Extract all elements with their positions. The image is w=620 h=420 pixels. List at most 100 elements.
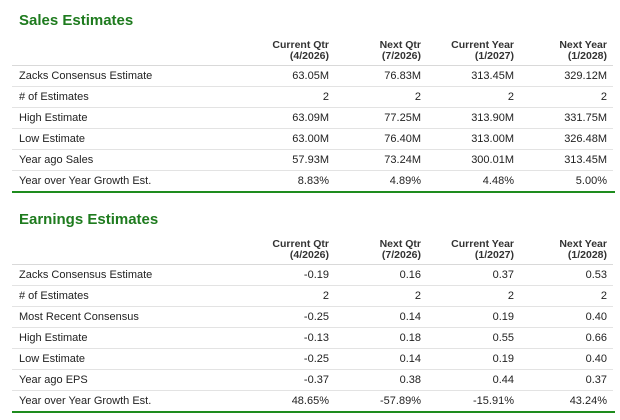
cell-current-qtr: 63.09M [247, 107, 335, 129]
row-label: Zacks Consensus Estimate [12, 264, 247, 286]
cell-next-year: 5.00% [520, 170, 613, 191]
earnings-header-current-qtr: Current Qtr (4/2026) [247, 231, 335, 265]
cell-next-qtr: 2 [335, 285, 427, 307]
earnings-estimates-title: Earnings Estimates [19, 211, 159, 228]
row-label: Year ago Sales [12, 149, 247, 171]
row-label: # of Estimates [12, 285, 247, 307]
row-label: High Estimate [12, 327, 247, 349]
cell-current-qtr: 2 [247, 86, 335, 108]
cell-current-year: 2 [427, 285, 520, 307]
cell-next-year: 329.12M [520, 65, 613, 87]
sales-estimates-table: Current Qtr (4/2026) Next Qtr (7/2026) C… [12, 32, 613, 191]
cell-current-year: 4.48% [427, 170, 520, 191]
table-row: Year over Year Growth Est. 48.65% -57.89… [12, 390, 613, 411]
row-label: Year over Year Growth Est. [12, 170, 247, 191]
table-row: Year over Year Growth Est. 8.83% 4.89% 4… [12, 170, 613, 191]
row-label: # of Estimates [12, 86, 247, 108]
cell-current-year: 0.55 [427, 327, 520, 349]
header-line1: Current Year [451, 238, 514, 250]
table-row: Low Estimate 63.00M 76.40M 313.00M 326.4… [12, 128, 613, 150]
cell-current-qtr: 8.83% [247, 170, 335, 191]
table-row: Most Recent Consensus -0.25 0.14 0.19 0.… [12, 306, 613, 328]
table-row: Zacks Consensus Estimate -0.19 0.16 0.37… [12, 264, 613, 286]
earnings-estimates-table: Current Qtr (4/2026) Next Qtr (7/2026) C… [12, 231, 613, 411]
cell-next-qtr: 76.40M [335, 128, 427, 150]
row-label: Zacks Consensus Estimate [12, 65, 247, 87]
cell-next-qtr: 76.83M [335, 65, 427, 87]
cell-next-qtr: 0.18 [335, 327, 427, 349]
sales-estimates-title: Sales Estimates [19, 12, 134, 29]
header-line1: Next Year [559, 238, 607, 250]
sales-header-next-year: Next Year (1/2028) [520, 32, 613, 66]
cell-next-qtr: 73.24M [335, 149, 427, 171]
cell-next-year: 0.40 [520, 306, 613, 328]
cell-next-qtr: 0.14 [335, 306, 427, 328]
cell-next-year: 313.45M [520, 149, 613, 171]
sales-estimates-section: Sales Estimates Current Qtr (4/2026) Nex… [12, 0, 615, 193]
header-line2: (7/2026) [381, 249, 421, 261]
header-line2: (1/2028) [567, 249, 607, 261]
header-line1: Next Qtr [379, 39, 421, 51]
cell-next-qtr: -57.89% [335, 390, 427, 411]
cell-current-qtr: 63.05M [247, 65, 335, 87]
cell-current-qtr: 57.93M [247, 149, 335, 171]
header-line2: (1/2027) [474, 249, 514, 261]
cell-next-year: 0.37 [520, 369, 613, 391]
header-line1: Current Year [451, 39, 514, 51]
earnings-section-divider [12, 411, 615, 413]
earnings-estimates-section: Earnings Estimates Current Qtr (4/2026) … [12, 199, 615, 413]
header-line1: Next Year [559, 39, 607, 51]
sales-header-current-year: Current Year (1/2027) [427, 32, 520, 66]
table-row: Low Estimate -0.25 0.14 0.19 0.40 [12, 348, 613, 370]
table-row: Year ago Sales 57.93M 73.24M 300.01M 313… [12, 149, 613, 171]
table-row: High Estimate 63.09M 77.25M 313.90M 331.… [12, 107, 613, 129]
cell-current-qtr: -0.13 [247, 327, 335, 349]
cell-current-year: 0.19 [427, 306, 520, 328]
sales-header-current-qtr: Current Qtr (4/2026) [247, 32, 335, 66]
cell-next-year: 2 [520, 86, 613, 108]
cell-current-qtr: -0.37 [247, 369, 335, 391]
cell-current-year: 313.45M [427, 65, 520, 87]
cell-current-year: 0.37 [427, 264, 520, 286]
cell-next-year: 43.24% [520, 390, 613, 411]
header-line2: (1/2028) [567, 50, 607, 62]
sales-header-next-qtr: Next Qtr (7/2026) [335, 32, 427, 66]
table-row: # of Estimates 2 2 2 2 [12, 285, 613, 307]
cell-next-qtr: 0.14 [335, 348, 427, 370]
header-line2: (4/2026) [289, 50, 329, 62]
cell-next-year: 326.48M [520, 128, 613, 150]
table-row: Year ago EPS -0.37 0.38 0.44 0.37 [12, 369, 613, 391]
row-label: Low Estimate [12, 348, 247, 370]
cell-current-year: -15.91% [427, 390, 520, 411]
earnings-header-blank [12, 231, 247, 265]
header-line2: (4/2026) [289, 249, 329, 261]
cell-next-qtr: 0.16 [335, 264, 427, 286]
sales-section-divider [12, 191, 615, 193]
table-row: High Estimate -0.13 0.18 0.55 0.66 [12, 327, 613, 349]
cell-next-qtr: 4.89% [335, 170, 427, 191]
cell-next-year: 0.40 [520, 348, 613, 370]
cell-current-year: 313.00M [427, 128, 520, 150]
cell-current-qtr: -0.25 [247, 306, 335, 328]
earnings-header-next-year: Next Year (1/2028) [520, 231, 613, 265]
cell-current-year: 0.44 [427, 369, 520, 391]
cell-next-year: 0.66 [520, 327, 613, 349]
earnings-header-current-year: Current Year (1/2027) [427, 231, 520, 265]
row-label: Year over Year Growth Est. [12, 390, 247, 411]
header-line2: (7/2026) [381, 50, 421, 62]
cell-next-qtr: 0.38 [335, 369, 427, 391]
cell-current-qtr: 48.65% [247, 390, 335, 411]
cell-current-qtr: 63.00M [247, 128, 335, 150]
header-line1: Next Qtr [379, 238, 421, 250]
cell-current-year: 0.19 [427, 348, 520, 370]
sales-header-row: Current Qtr (4/2026) Next Qtr (7/2026) C… [12, 32, 613, 66]
cell-next-qtr: 77.25M [335, 107, 427, 129]
header-line1: Current Qtr [272, 39, 329, 51]
cell-next-qtr: 2 [335, 86, 427, 108]
header-line1: Current Qtr [272, 238, 329, 250]
table-row: # of Estimates 2 2 2 2 [12, 86, 613, 108]
cell-current-year: 300.01M [427, 149, 520, 171]
row-label: High Estimate [12, 107, 247, 129]
cell-current-qtr: -0.19 [247, 264, 335, 286]
row-label: Low Estimate [12, 128, 247, 150]
